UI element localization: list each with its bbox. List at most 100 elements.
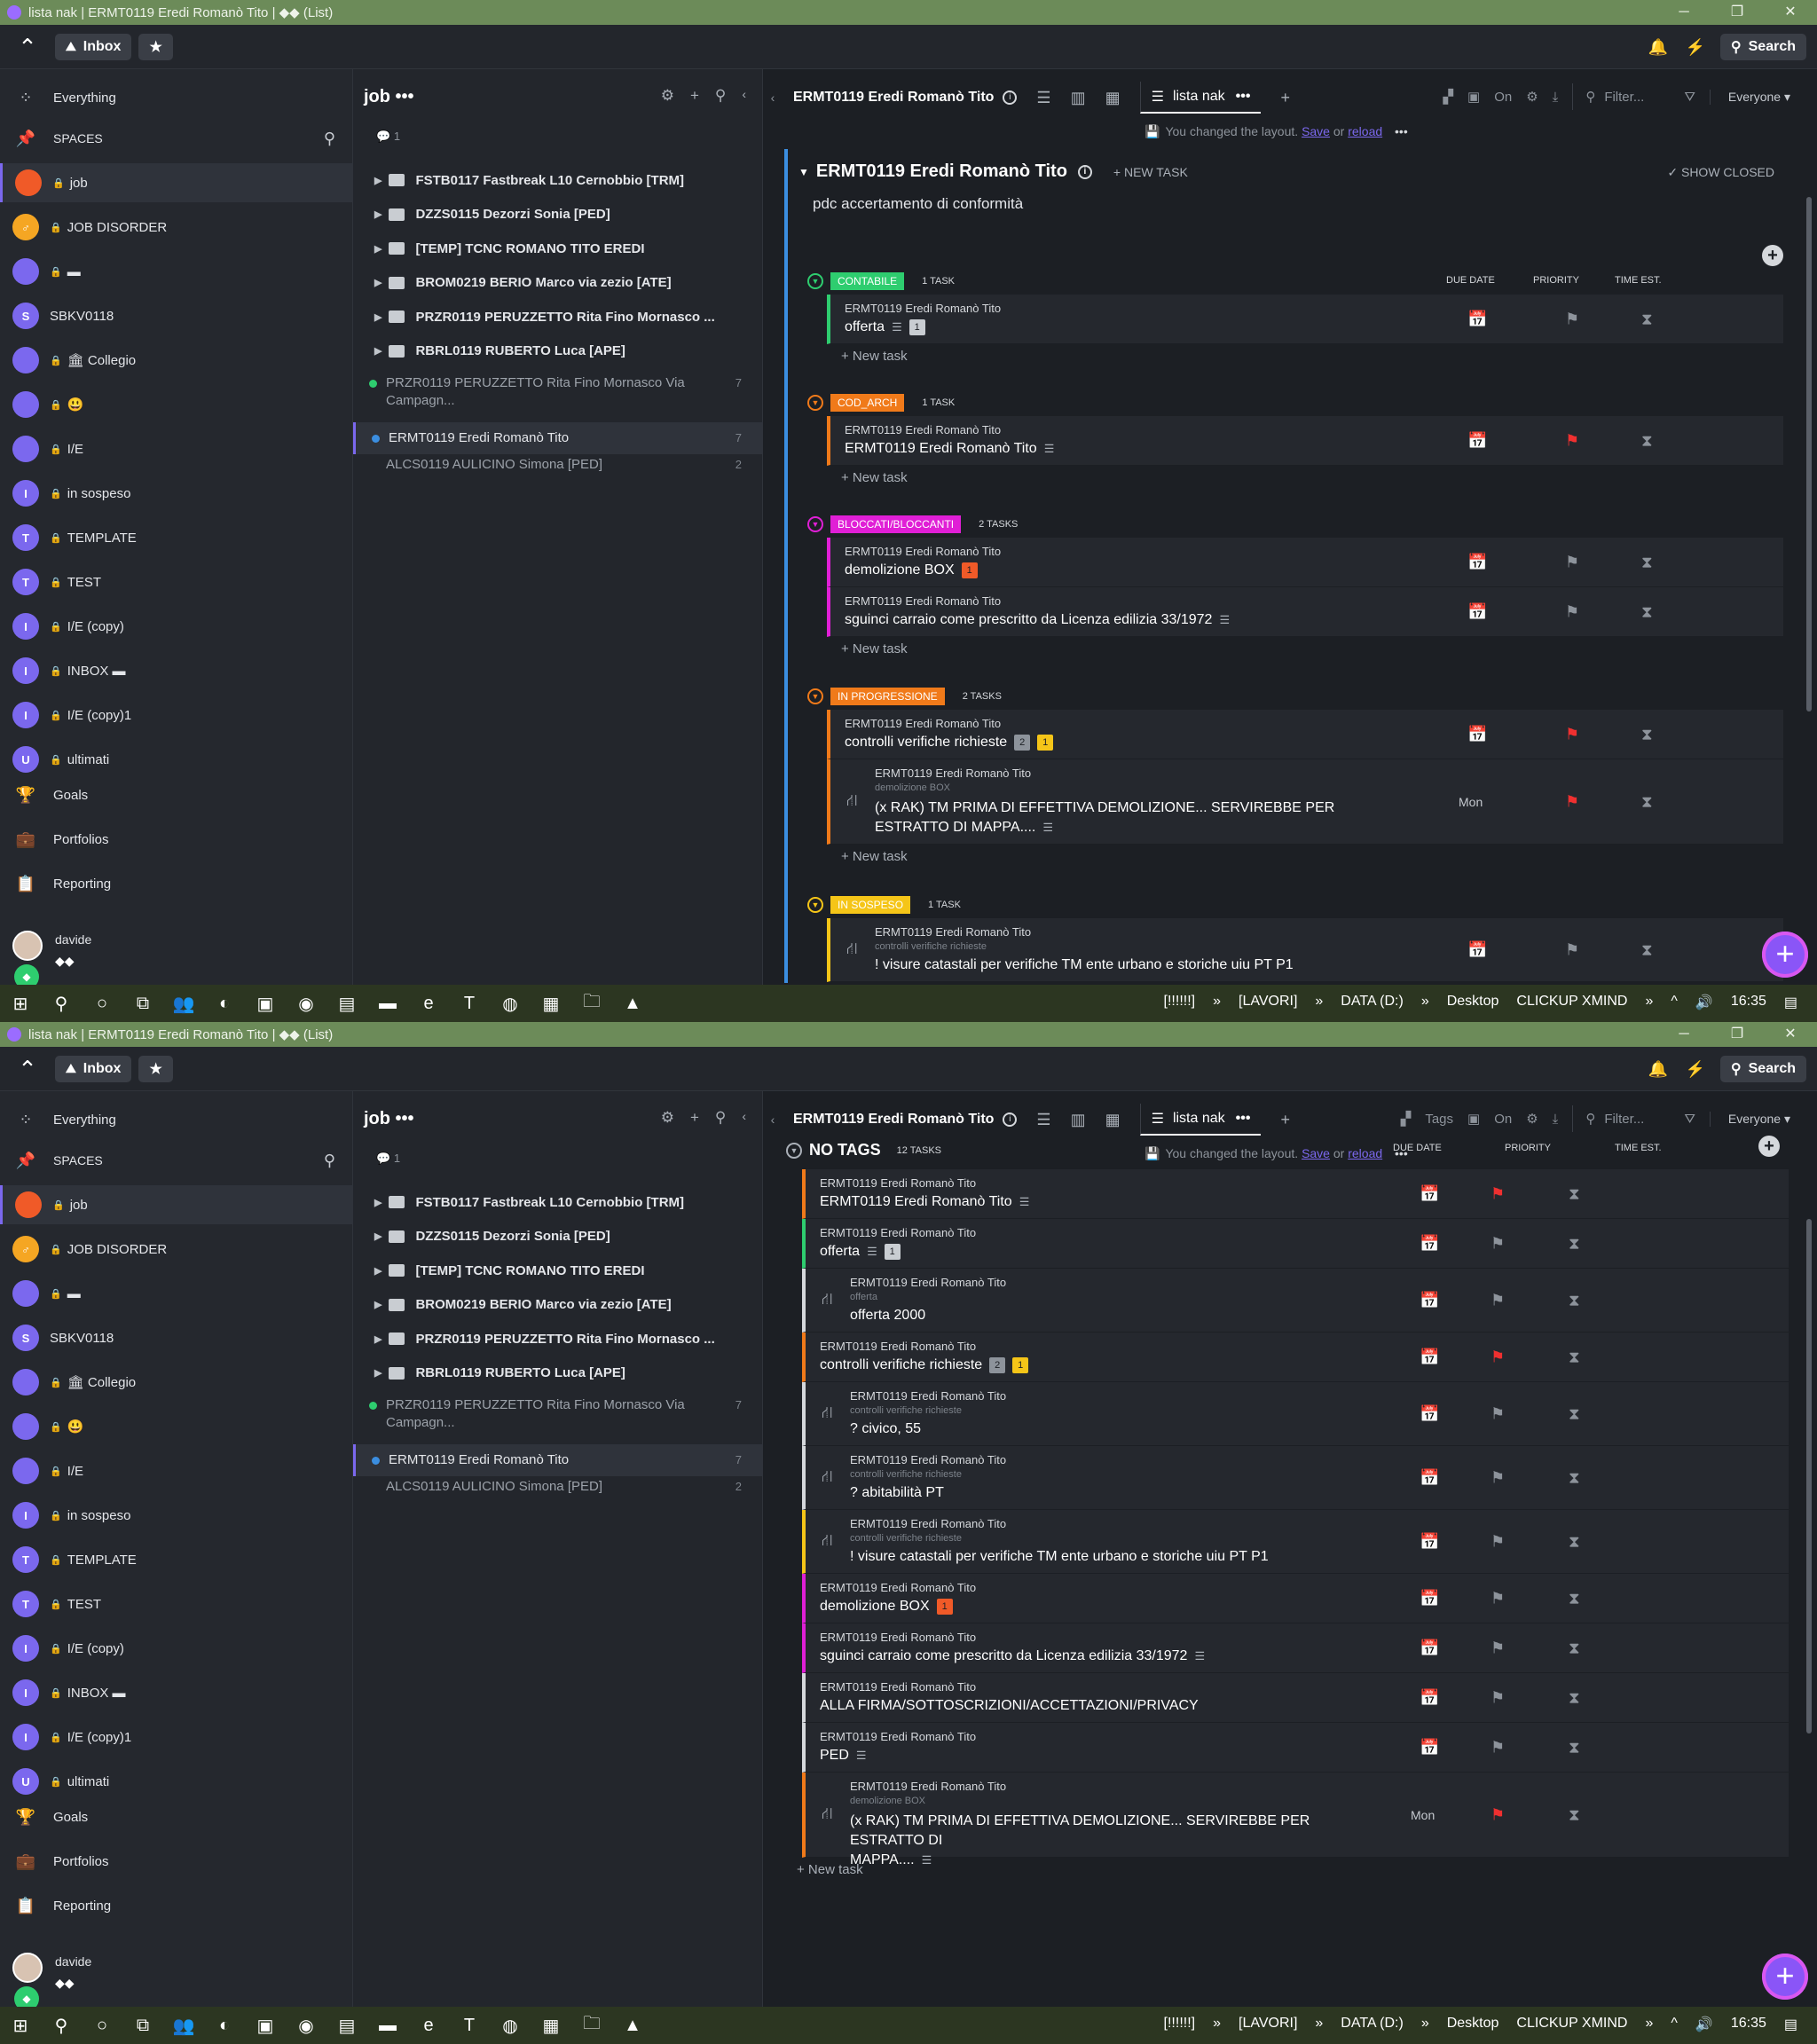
outlook-icon[interactable]: ◐ [218, 993, 231, 1013]
hourglass-icon[interactable]: ⧗ [1569, 1404, 1580, 1422]
sidebar-space-item[interactable]: I 🔒 I/E (copy)1 [0, 1718, 353, 1757]
inbox-button[interactable]: ⛰ Inbox [55, 33, 132, 60]
calendar-icon[interactable]: 📅 [1420, 1234, 1440, 1252]
cortana-icon[interactable]: ○ [96, 2015, 108, 2035]
sidebar-space-item[interactable]: T 🔒 TEMPLATE [0, 1540, 353, 1579]
on-toggle[interactable]: On [1494, 1111, 1513, 1127]
calendar-icon[interactable]: 📅 [1420, 1348, 1440, 1365]
scrollbar[interactable] [1806, 1219, 1812, 1733]
folder-item[interactable]: ▶ PRZR0119 PERUZZETTO Rita Fino Mornasco … [353, 1322, 763, 1356]
tray-toolbar-item[interactable]: » [1213, 994, 1221, 1009]
hourglass-icon[interactable]: ⧗ [1641, 602, 1653, 620]
more-icon[interactable]: ••• [1235, 1111, 1251, 1126]
status-badge[interactable]: COD_ARCH [830, 394, 905, 412]
chevron-down-icon[interactable]: ▼ [807, 897, 823, 913]
comment-count[interactable]: 💬 1 [376, 1152, 400, 1166]
reload-link[interactable]: reload [1348, 124, 1383, 138]
tray-toolbar-item[interactable]: CLICKUP XMIND [1516, 994, 1628, 1009]
folder-item[interactable]: ▶ BROM0219 BERIO Marco via zezio [ATE] [353, 266, 763, 300]
chrome-icon[interactable]: ◉ [298, 2016, 314, 2036]
plus-icon[interactable]: + [689, 87, 699, 104]
tray-toolbar-item[interactable]: [!!!!!!] [1163, 2016, 1196, 2031]
sidebar-nav-reporting[interactable]: 📋 Reporting [0, 1886, 353, 1925]
priority-flag-icon[interactable]: ⚑ [1491, 1234, 1506, 1252]
app-icon[interactable]: T [463, 2015, 476, 2035]
task-row[interactable]: ⛙ ERMT0119 Eredi Romanò Tito demolizione B… [827, 759, 1783, 845]
quick-create-button[interactable]: + [1762, 1954, 1808, 2000]
new-task-row[interactable]: + New task [841, 641, 908, 656]
sidebar-nav-portfolios[interactable]: 💼 Portfolios [0, 1842, 353, 1881]
sidebar-space-item[interactable]: 🔒 job [0, 163, 353, 202]
caret-right-icon[interactable]: ▶ [374, 1265, 382, 1277]
tray-toolbar-item[interactable]: Desktop [1446, 2016, 1499, 2031]
clock[interactable]: 16:35 [1730, 994, 1766, 1009]
priority-flag-icon[interactable]: ⚑ [1491, 1738, 1506, 1756]
folder-item[interactable]: ▶ [TEMP] TCNC ROMANO TITO EREDI [353, 1254, 763, 1287]
hourglass-icon[interactable]: ⧗ [1569, 1738, 1580, 1756]
tags-toggle[interactable]: Tags [1425, 1111, 1454, 1127]
bell-icon[interactable]: 🔔 [1648, 38, 1669, 56]
sidebar-space-item[interactable]: 🔒 job [0, 1185, 353, 1224]
task-row[interactable]: ERMT0119 Eredi Romanò Tito offerta ☰ 1 📅 ⚑ ⧗ [802, 1219, 1789, 1269]
tray-toolbar-item[interactable]: » [1315, 994, 1324, 1009]
sidebar-everything[interactable]: ⁘ Everything [0, 1100, 353, 1139]
folder-item[interactable]: ▶ RBRL0119 RUBERTO Luca [APE] [353, 1356, 763, 1390]
restore-button[interactable]: ❐ [1730, 1026, 1744, 1042]
more-icon[interactable]: ••• [1395, 124, 1408, 138]
task-name[interactable]: offerta [845, 319, 885, 334]
add-view-icon[interactable]: + [1280, 1110, 1290, 1128]
list-view-icon[interactable]: ☰ [1036, 1110, 1051, 1128]
sidebar-space-item[interactable]: ♂ 🔒 JOB DISORDER [0, 208, 353, 247]
on-toggle[interactable]: On [1494, 89, 1513, 105]
sidebar-space-item[interactable]: I 🔒 I/E (copy) [0, 607, 353, 646]
count-badge[interactable]: 1 [1012, 1357, 1029, 1373]
clickup-icon[interactable]: ◍ [502, 2016, 518, 2036]
add-column-icon[interactable]: + [1758, 1136, 1780, 1157]
search-icon[interactable]: ⚲ [54, 2016, 68, 2036]
count-badge[interactable]: 1 [884, 1244, 901, 1260]
priority-flag-icon[interactable]: ⚑ [1565, 553, 1580, 570]
task-view-icon[interactable]: ⧉ [136, 2015, 150, 2035]
priority-flag-icon[interactable]: ⚑ [1565, 792, 1580, 810]
hourglass-icon[interactable]: ⧗ [1641, 310, 1653, 327]
task-row[interactable]: ERMT0119 Eredi Romanò Tito ERMT0119 Eredi… [827, 416, 1783, 466]
caret-down-icon[interactable]: ▼ [798, 165, 809, 178]
chevron-left-icon[interactable]: ‹ [742, 87, 746, 101]
calendar-icon[interactable]: 📅 [1467, 940, 1488, 958]
priority-header[interactable]: PRIORITY [1505, 1143, 1551, 1153]
search-icon[interactable]: ⚲ [54, 994, 68, 1014]
task-name[interactable]: controlli verifiche richieste [845, 735, 1008, 750]
task-row[interactable]: ERMT0119 Eredi Romanò Tito ALLA FIRMA/SOT… [802, 1673, 1789, 1723]
hourglass-icon[interactable]: ⧗ [1569, 1532, 1580, 1550]
tray-toolbar-item[interactable]: » [1213, 2016, 1221, 2031]
subtasks-icon[interactable]: ▞ [1400, 1112, 1412, 1127]
sidebar-space-item[interactable]: U 🔒 ultimati [0, 1762, 353, 1801]
notification-icon[interactable]: ▤ [1783, 995, 1797, 1010]
hourglass-icon[interactable]: ⧗ [1569, 1234, 1580, 1252]
search-button[interactable]: ⚲ Search [1719, 1056, 1806, 1082]
task-name[interactable]: demolizione BOX [845, 562, 955, 578]
subtasks-icon[interactable]: ▞ [1443, 90, 1454, 105]
chevron-up-icon[interactable]: ^ [1671, 994, 1678, 1009]
hourglass-icon[interactable]: ⧗ [1641, 725, 1653, 743]
clickup-logo-icon[interactable]: ⌃ [18, 1055, 37, 1082]
close-button[interactable]: ✕ [1784, 4, 1797, 20]
status-badge[interactable]: BLOCCATI/BLOCCANTI [830, 515, 962, 533]
hourglass-icon[interactable]: ⧗ [1569, 1805, 1580, 1823]
task-name[interactable]: (x RAK) TM PRIMA DI EFFETTIVA DEMOLIZION… [875, 800, 1335, 815]
outlook-icon[interactable]: ◐ [218, 2015, 231, 2035]
sidebar-space-item[interactable]: ♂ 🔒 JOB DISORDER [0, 1230, 353, 1269]
board-view-icon[interactable]: ▥ [1070, 88, 1086, 106]
priority-header[interactable]: PRIORITY [1533, 275, 1579, 286]
windows-start-icon[interactable]: ⊞ [12, 2016, 28, 2036]
new-task-button[interactable]: + NEW TASK [1113, 164, 1188, 179]
filter-input[interactable]: ⚲ Filter... [1572, 83, 1670, 110]
calendar-icon[interactable]: 📅 [1420, 1468, 1440, 1486]
settings-icon[interactable]: ⚙ [1526, 1112, 1538, 1127]
priority-flag-icon[interactable]: ⚑ [1565, 725, 1580, 743]
hourglass-icon[interactable]: ⧗ [1641, 792, 1653, 810]
task-name[interactable]: controlli verifiche richieste [820, 1357, 983, 1372]
caret-right-icon[interactable]: ▶ [374, 278, 382, 288]
tray-toolbar-item[interactable]: » [1315, 2016, 1324, 2031]
sidebar-space-item[interactable]: I 🔒 in sospeso [0, 474, 353, 513]
